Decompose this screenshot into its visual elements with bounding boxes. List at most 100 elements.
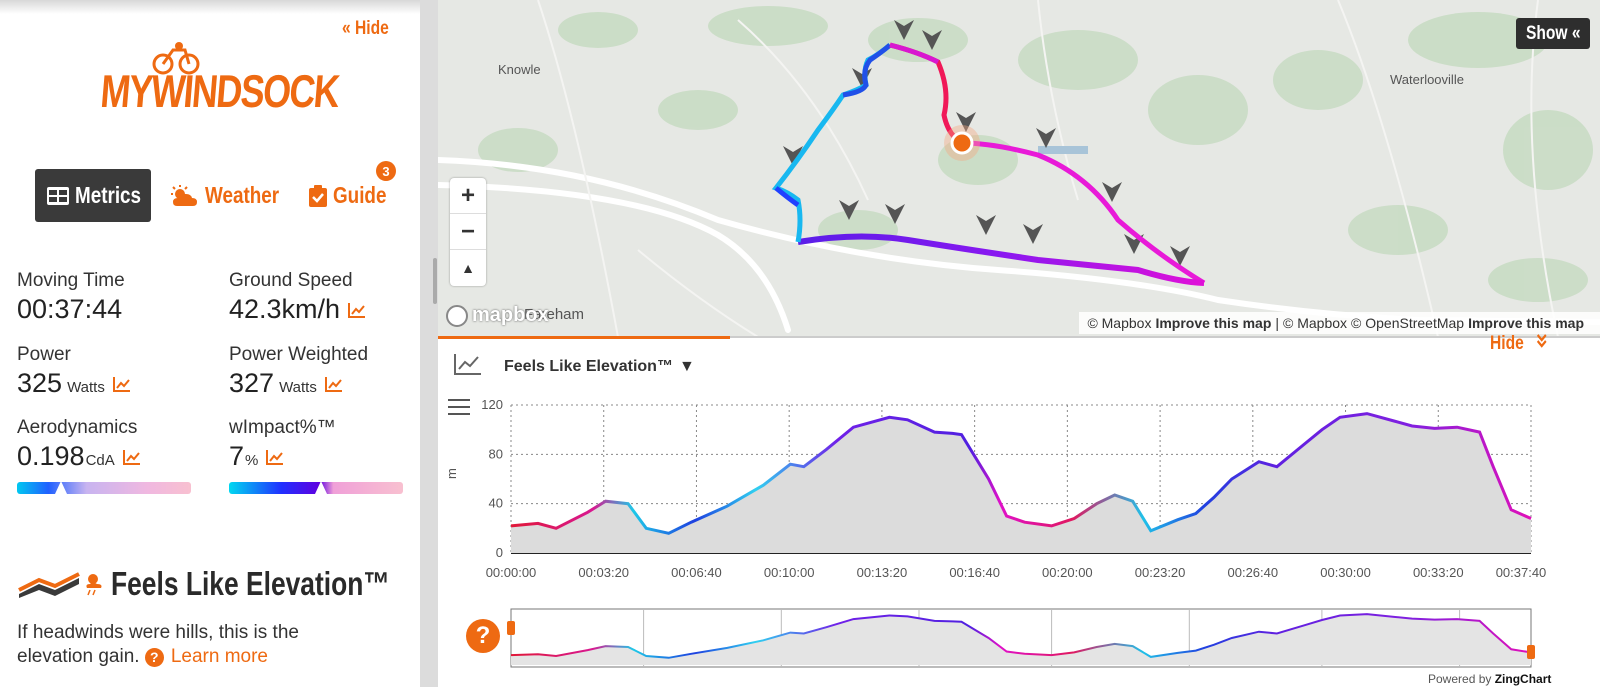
grid-icon [47,186,69,205]
tab-weather-label: Weather [205,182,280,208]
question-icon: ? [144,647,164,667]
x-axis: 00:00:00 00:03:20 00:06:40 00:10:00 00:13:20… [486,565,1547,580]
sun-cloud-icon [169,184,199,207]
x-tick-label: 00:03:20 [578,565,629,580]
show-label: Show « [1525,22,1581,44]
metric-unit: Watts [279,379,317,396]
mapbox-logo[interactable]: mapbox [446,304,549,327]
tab-weather[interactable]: Weather [169,169,283,222]
navigator-left-handle[interactable] [507,621,515,635]
chart-menu-icon[interactable] [448,399,470,420]
navigator-right-handle[interactable] [1527,645,1535,659]
tab-metrics[interactable]: Metrics [35,169,151,222]
y-axis: 0 40 80 120 [481,397,503,560]
chart-title: Feels Like Elevation™ [504,357,673,375]
gauge-marker [54,481,67,494]
metric-value: 327 [229,368,275,398]
aerodynamics-gauge [17,481,191,494]
double-chevron-down-icon [1536,333,1548,355]
y-tick-label: 120 [481,397,503,412]
x-tick-label: 00:06:40 [671,565,722,580]
panel-divider[interactable] [420,0,438,687]
zoom-out-button[interactable]: − [450,214,486,250]
zoom-controls: + − ▲ [450,178,486,286]
learn-more-link[interactable]: ? Learn more [144,645,268,669]
zingchart-link[interactable]: ZingChart [1494,672,1552,686]
sidebar: « Hide MYWINDSOCK Metrics Weathe [0,0,420,687]
metric-value: 0.198 [17,441,85,471]
metric-value: 00:37:44 [17,294,123,324]
attribution-separator: | [1275,315,1280,331]
x-tick-label: 00:23:20 [1135,565,1186,580]
help-button[interactable]: ? [466,619,500,653]
metric-label: Power [17,344,71,365]
show-panel-button[interactable]: Show « [1516,18,1590,49]
compass-button[interactable]: ▲ [461,260,475,276]
feels-like-description: If headwinds were hills, this is the ele… [17,621,347,669]
sidebar-hide-link[interactable]: « Hide [342,18,389,39]
y-tick-label: 40 [489,496,503,511]
x-tick-label: 00:26:40 [1228,565,1279,580]
chart-type-icon [454,353,482,380]
description-text: If headwinds were hills, this is the ele… [17,622,299,667]
x-tick-label: 00:20:00 [1042,565,1093,580]
elevation-line [510,412,1532,535]
metric-value: 7 [229,441,245,471]
metric-label: Ground Speed [229,270,353,291]
metric-label: wImpact%™ [229,417,336,438]
map-bottom-border [730,336,1600,338]
trend-chart-icon[interactable] [266,449,284,465]
chart-hide-label: Hide [1490,333,1524,354]
metric-unit: CdA [85,452,115,469]
divider-handle[interactable] [433,258,437,304]
x-tick-label: 00:13:20 [857,565,908,580]
attribution-mapbox[interactable]: © Mapbox [1087,315,1152,331]
metric-power-weighted: Power Weighted 327 Watts [229,344,368,399]
cyclist-icon [152,42,200,75]
x-tick-label: 00:30:00 [1320,565,1371,580]
metric-value: 42.3km/h [229,294,341,324]
improve-map-link[interactable]: Improve this map [1468,315,1584,331]
place-label: Waterlooville [1390,72,1464,87]
clipboard-check-icon [309,184,327,207]
route-map[interactable]: Knowle Waterlooville Fareham Show « + − … [438,0,1600,337]
feels-like-header: Feels Like Elevation™ [17,565,459,603]
metric-label: Moving Time [17,270,125,291]
mapbox-icon [446,304,468,327]
x-tick-label: 00:37:40 [1496,565,1547,580]
attribution-mapbox[interactable]: © Mapbox [1283,315,1348,331]
improve-map-link[interactable]: Improve this map [1155,315,1272,331]
x-tick-label: 00:16:40 [949,565,1000,580]
metric-aerodynamics: Aerodynamics 0.198 CdA [17,417,141,472]
elevation-chart[interactable]: 0 40 80 120 00:00:00 00:03:20 00:06:40 00:10:0… [438,339,1600,687]
top-shadow [0,0,420,14]
map-background [438,0,1600,337]
map-attribution: © Mapbox Improve this map | © Mapbox © O… [1079,312,1600,334]
zoom-in-button[interactable]: + [450,178,486,214]
mapbox-logo-text: mapbox [472,304,549,326]
attribution-osm[interactable]: © OpenStreetMap [1351,315,1465,331]
navigator-line [510,613,1532,659]
metric-power: Power 325 Watts [17,344,131,399]
place-label: Knowle [498,62,541,77]
tab-guide-label: Guide [333,182,387,208]
map-progress-bar [438,336,730,339]
y-axis-label: m [444,468,459,479]
trend-chart-icon[interactable] [112,376,131,392]
trend-chart-icon[interactable] [122,449,141,465]
y-tick-label: 80 [489,446,503,461]
trend-chart-icon[interactable] [324,376,343,392]
y-tick-label: 0 [496,545,503,560]
chart-selector[interactable]: Feels Like Elevation™ ▼ [454,353,695,380]
metric-wimpact: wImpact%™ 7 % [229,417,336,472]
chart-hide-button[interactable]: Hide [1490,333,1550,355]
logo-text: MYWINDSOCK [98,65,341,117]
powered-by: Powered by ZingChart [1428,672,1551,686]
metric-unit: Watts [67,379,105,396]
metric-ground-speed: Ground Speed 42.3km/h [229,270,366,325]
tab-guide[interactable]: Guide 3 [309,161,396,222]
x-tick-label: 00:00:00 [486,565,537,580]
metric-label: Aerodynamics [17,417,138,438]
trend-chart-icon[interactable] [348,302,366,318]
metric-label: Power Weighted [229,344,369,365]
